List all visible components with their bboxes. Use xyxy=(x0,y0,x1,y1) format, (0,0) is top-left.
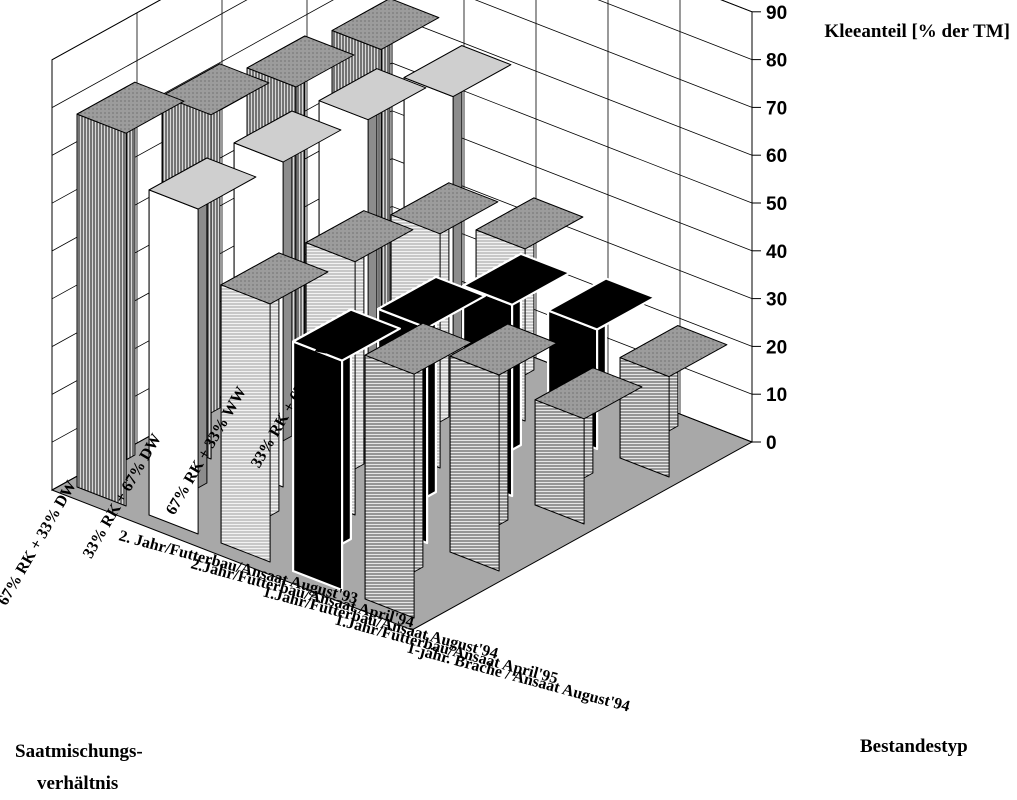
gridline-z xyxy=(51,0,753,156)
z-tick-label: 60 xyxy=(766,146,787,167)
bar-top xyxy=(246,35,355,88)
bar-top xyxy=(305,210,414,263)
bar-top xyxy=(148,157,257,210)
z-tick-label: 80 xyxy=(766,51,787,72)
bar-top xyxy=(390,182,499,235)
bar-front xyxy=(364,354,415,619)
bar-top xyxy=(331,0,440,50)
z-axis-ticks: 0 10 20 30 40 50 60 70 80 90 xyxy=(751,3,787,454)
bar-top xyxy=(619,325,728,378)
gridline-z xyxy=(51,0,753,108)
bar-top xyxy=(534,367,643,420)
bar-top xyxy=(475,197,584,250)
z-tick-label: 70 xyxy=(766,98,787,119)
bar-front xyxy=(534,399,585,525)
bar-0-1 xyxy=(292,308,401,592)
bar-top xyxy=(377,275,486,329)
x-axis-title-line2: verhältnis xyxy=(37,773,118,794)
bar-top xyxy=(220,252,329,305)
bar-front xyxy=(619,357,670,478)
z-axis-title: Kleeanteil [% der TM] xyxy=(824,21,1010,42)
bar-0-2 xyxy=(220,252,329,563)
z-tick-label: 20 xyxy=(766,337,787,358)
bar-0-0 xyxy=(364,322,473,619)
bar-front xyxy=(76,113,127,507)
bar-1-0 xyxy=(449,323,558,572)
bar-top xyxy=(546,277,657,331)
bar-0-3 xyxy=(148,157,257,535)
bar-top xyxy=(76,81,185,134)
bar-top xyxy=(292,308,401,362)
z-tick-label: 10 xyxy=(766,385,787,406)
x-axis-title-line1: Saatmischungs- xyxy=(15,741,143,762)
chart-bars xyxy=(76,0,728,619)
bar-0-4 xyxy=(76,81,185,507)
bar-top xyxy=(403,45,512,98)
z-tick-label: 40 xyxy=(766,242,787,263)
y-axis-title: Bestandestyp xyxy=(860,736,968,757)
bar-front xyxy=(449,355,500,572)
bar-top xyxy=(233,110,342,163)
x-category-label: 67% RK + 33% DW xyxy=(0,478,80,608)
bar-top xyxy=(449,323,558,376)
z-tick-label: 30 xyxy=(766,290,787,311)
z-tick-label: 50 xyxy=(766,194,787,215)
z-tick-label: 0 xyxy=(766,433,777,454)
bar-top xyxy=(462,252,572,306)
bar-top xyxy=(318,68,427,121)
bar-2-0 xyxy=(534,367,643,525)
z-tick-label: 90 xyxy=(766,3,787,24)
bar-top xyxy=(364,322,473,375)
